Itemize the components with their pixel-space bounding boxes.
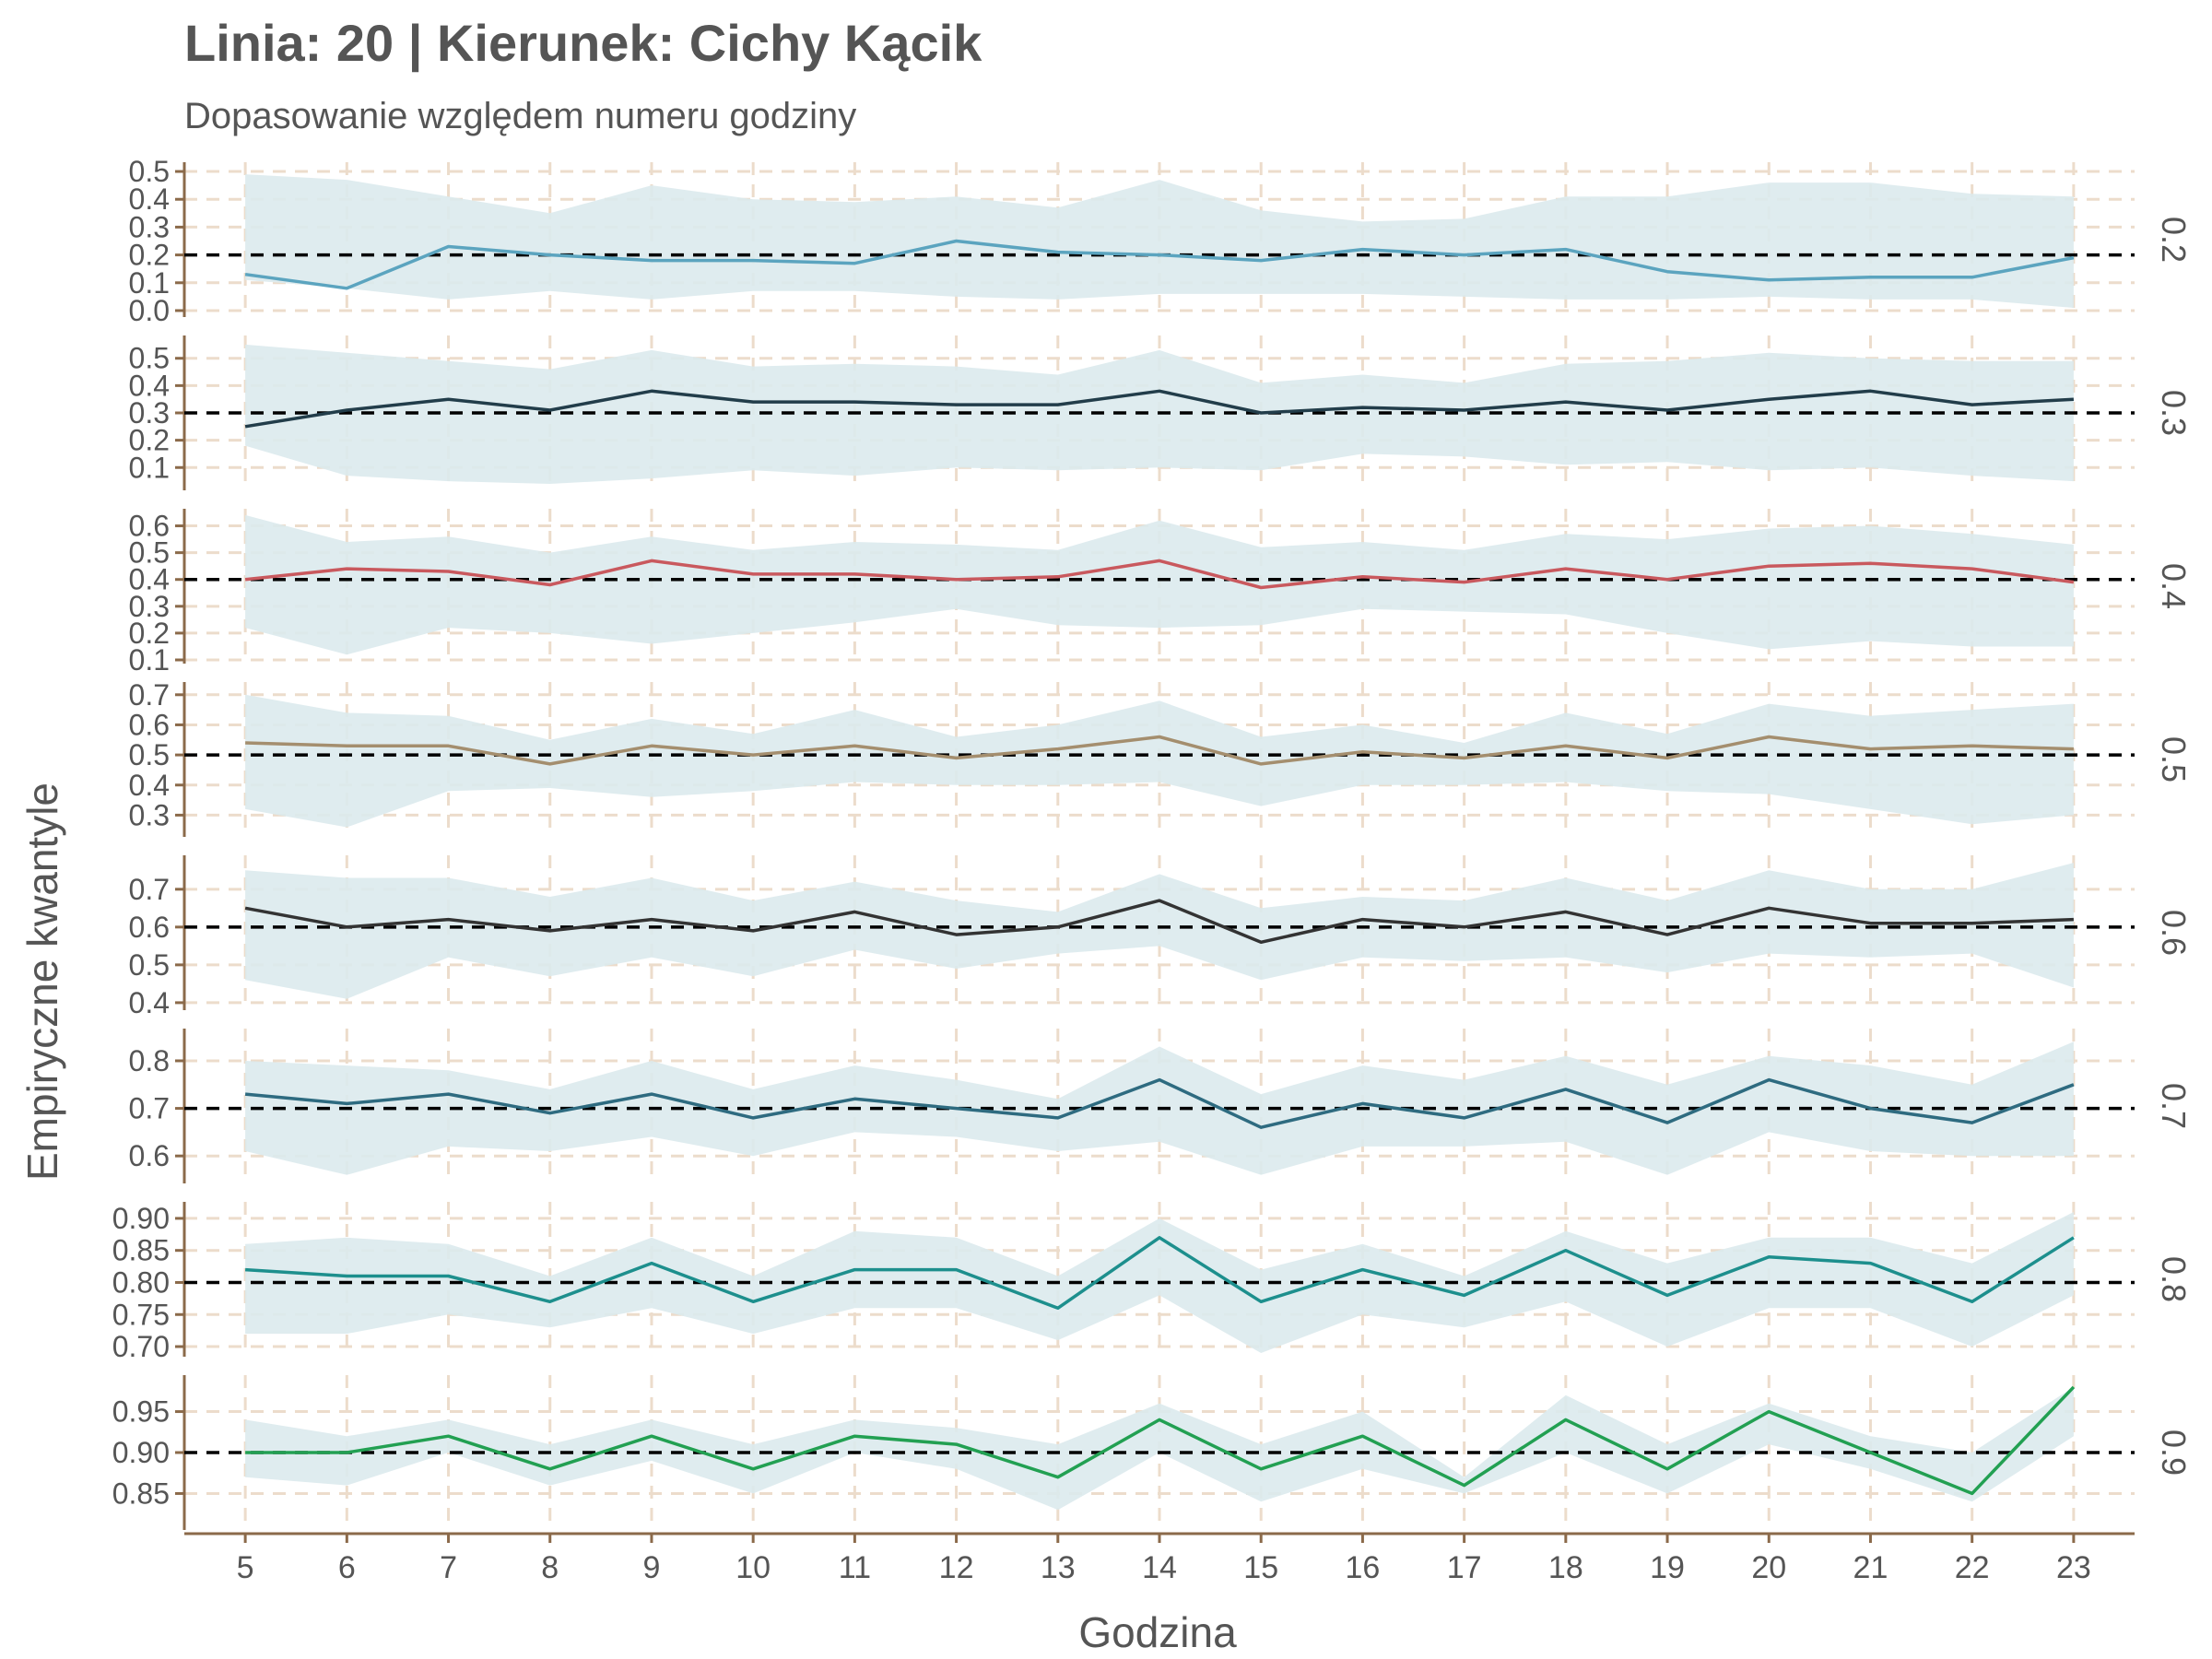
series-line-0.8 — [244, 1236, 2075, 1311]
confidence-band-0.5 — [245, 694, 2074, 828]
x-tick-label: 23 — [2056, 1550, 2091, 1585]
x-tick-label: 5 — [237, 1550, 254, 1585]
facet-label-0.9: 0.9 — [2155, 1430, 2193, 1476]
series-line-0.6 — [244, 899, 2074, 945]
confidence-band-0.4 — [245, 514, 2074, 655]
y-tick-label: 0.95 — [112, 1395, 170, 1429]
facet-label-0.4: 0.4 — [2155, 563, 2193, 609]
y-tick-label: 0.4 — [129, 563, 170, 596]
y-tick-label: 0.5 — [129, 738, 170, 771]
x-tick-label: 21 — [1853, 1550, 1888, 1585]
confidence-band-0.2 — [245, 174, 2074, 308]
series-line-0.2 — [244, 239, 2075, 290]
panel-0.6: 0.4 0.5 0.6 0.7 0.6 — [129, 855, 2193, 1019]
y-tick-label: 0.6 — [129, 911, 170, 944]
y-tick-label: 0.70 — [112, 1330, 170, 1363]
x-axis-title: Godzina — [1078, 1608, 1237, 1656]
y-tick-label: 0.4 — [129, 369, 170, 402]
facet-label-0.7: 0.7 — [2155, 1083, 2193, 1129]
y-tick-label: 0.4 — [129, 986, 170, 1019]
facet-label-0.3: 0.3 — [2155, 390, 2193, 436]
y-tick-label: 0.3 — [129, 798, 170, 831]
y-tick-label: 0.90 — [112, 1436, 170, 1469]
facet-panels: 0.00.10.20.30.40.50.20.10.20.30.40.50.30… — [112, 155, 2193, 1530]
y-tick-label: 0.3 — [129, 590, 170, 623]
y-tick-label: 0.7 — [129, 873, 170, 906]
y-tick-label: 0.2 — [129, 239, 170, 272]
y-tick-label: 0.7 — [129, 1092, 170, 1125]
panel-0.8: 0.700.750.800.850.90 0.8 — [112, 1202, 2193, 1363]
x-tick-label: 16 — [1346, 1550, 1381, 1585]
series-line-0.7 — [244, 1077, 2075, 1129]
facet-label-0.8: 0.8 — [2155, 1256, 2193, 1302]
x-tick-label: 11 — [839, 1550, 871, 1585]
x-tick-label: 8 — [541, 1550, 559, 1585]
x-tick-label: 12 — [939, 1550, 974, 1585]
y-tick-label: 0.1 — [129, 266, 170, 300]
panel-0.3: 0.10.20.30.40.50.3 — [129, 335, 2193, 490]
y-tick-label: 0.90 — [112, 1202, 170, 1235]
panel-0.4: 0.10.20.30.40.50.60.4 — [129, 509, 2193, 677]
x-tick-label: 13 — [1041, 1550, 1076, 1585]
y-tick-label: 0.2 — [129, 424, 170, 457]
x-tick-label: 6 — [338, 1550, 356, 1585]
x-tick-label: 20 — [1751, 1550, 1786, 1585]
x-tick-label: 9 — [642, 1550, 660, 1585]
y-tick-label: 0.3 — [129, 210, 170, 243]
y-tick-label: 0.85 — [112, 1234, 170, 1267]
series-line-0.9 — [245, 1385, 2076, 1496]
x-tick-label: 19 — [1650, 1550, 1685, 1585]
y-tick-label: 0.1 — [129, 451, 170, 484]
panel-0.2: 0.00.10.20.30.40.50.2 — [129, 155, 2193, 327]
panel-0.7: 0.6 0.7 0.8 0.7 — [129, 1029, 2193, 1183]
series-line-0.5 — [245, 735, 2074, 766]
x-tick-label: 15 — [1243, 1550, 1278, 1585]
y-tick-label: 0.4 — [129, 769, 170, 802]
y-tick-label: 0.5 — [129, 342, 170, 375]
y-tick-label: 0.5 — [129, 948, 170, 982]
x-axis: 5 6 7 8 9 10 11 12 13 14 15 16 17 18 19 20 21 22 23 — [184, 1532, 2135, 1585]
y-tick-label: 0.3 — [129, 396, 170, 429]
chart-subtitle: Dopasowanie względem numeru godziny — [184, 96, 857, 136]
x-tick-label: 17 — [1447, 1550, 1482, 1585]
y-tick-label: 0.1 — [129, 643, 170, 677]
y-tick-label: 0.85 — [112, 1477, 170, 1510]
y-tick-label: 0.8 — [129, 1044, 170, 1077]
y-tick-label: 0.80 — [112, 1265, 170, 1299]
y-axis-title: Empiryczne kwantyle — [18, 782, 66, 1181]
x-tick-label: 14 — [1142, 1550, 1177, 1585]
y-tick-label: 0.5 — [129, 536, 170, 570]
confidence-band-0.6 — [245, 863, 2074, 999]
x-tick-label: 10 — [735, 1550, 771, 1585]
facet-label-0.2: 0.2 — [2155, 217, 2193, 263]
y-tick-label: 0.6 — [129, 708, 170, 741]
x-tick-label: 22 — [1955, 1550, 1990, 1585]
chart-title: Linia: 20 | Kierunek: Cichy Kącik — [184, 14, 982, 72]
y-tick-label: 0.0 — [129, 294, 170, 327]
facet-label-0.6: 0.6 — [2155, 910, 2193, 956]
y-tick-label: 0.6 — [129, 1139, 170, 1172]
confidence-band-0.9 — [245, 1386, 2074, 1511]
y-tick-label: 0.2 — [129, 617, 170, 650]
y-tick-label: 0.6 — [129, 510, 170, 543]
facet-label-0.5: 0.5 — [2155, 736, 2193, 782]
series-line-0.3 — [244, 389, 2074, 429]
y-tick-label: 0.4 — [129, 182, 170, 216]
panel-0.9: 0.85 0.90 0.95 0.9 — [112, 1375, 2193, 1530]
x-tick-label: 7 — [440, 1550, 457, 1585]
x-tick-label: 18 — [1548, 1550, 1583, 1585]
y-tick-label: 0.5 — [129, 155, 170, 188]
y-tick-label: 0.75 — [112, 1298, 170, 1331]
panel-0.5: 0.30.40.50.60.70.5 — [129, 678, 2193, 837]
series-line-0.4 — [244, 559, 2075, 590]
y-tick-label: 0.7 — [129, 678, 170, 712]
